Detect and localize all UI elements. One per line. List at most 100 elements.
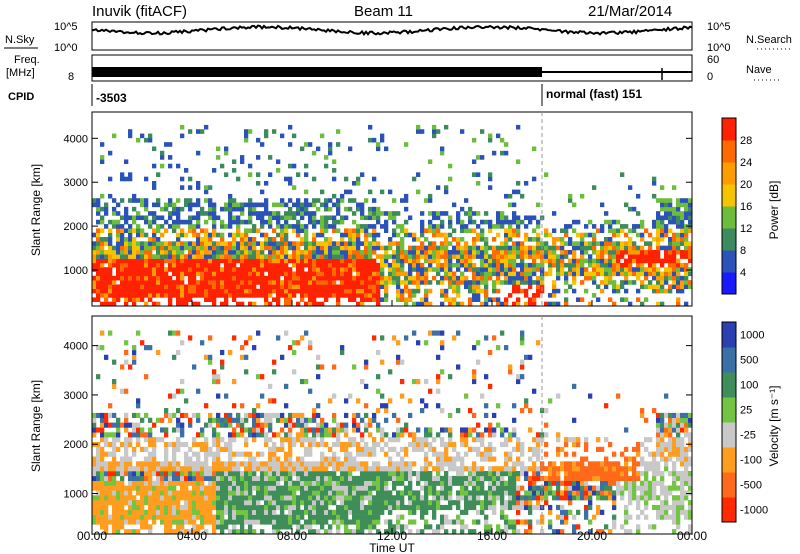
data-cell — [376, 388, 381, 394]
data-cell — [196, 129, 201, 134]
data-cell — [256, 280, 261, 285]
data-cell — [372, 297, 377, 302]
data-cell — [436, 254, 441, 259]
data-cell — [116, 437, 121, 443]
data-cell — [528, 249, 533, 255]
data-cell — [436, 495, 441, 501]
data-cell — [460, 271, 465, 277]
data-cell — [180, 293, 185, 298]
data-cell — [100, 345, 105, 351]
data-cell — [136, 490, 141, 496]
data-cell — [284, 232, 289, 238]
data-cell — [256, 500, 261, 506]
data-cell — [180, 267, 185, 272]
data-cell — [240, 529, 245, 535]
data-cell — [368, 124, 373, 130]
data-cell — [248, 504, 253, 511]
data-cell — [276, 254, 281, 259]
data-cell — [256, 211, 261, 216]
data-cell — [132, 495, 137, 501]
data-cell — [648, 284, 653, 290]
data-cell — [212, 480, 217, 486]
data-cell — [668, 258, 673, 264]
data-cell — [260, 485, 265, 491]
data-cell — [224, 471, 229, 477]
data-cell — [400, 237, 405, 242]
data-cell — [360, 519, 365, 525]
data-cell — [252, 301, 257, 307]
data-cell — [180, 524, 185, 530]
data-cell — [392, 219, 397, 225]
data-cell — [268, 475, 273, 482]
data-cell — [364, 245, 369, 251]
data-cell — [320, 280, 325, 285]
data-cell — [320, 422, 325, 428]
velocity-data-cells — [92, 330, 693, 535]
data-cell — [472, 262, 477, 268]
data-cell — [212, 495, 217, 501]
data-cell — [460, 529, 465, 535]
data-cell — [620, 254, 625, 259]
data-cell — [556, 267, 561, 272]
data-cell — [208, 359, 213, 365]
data-cell — [672, 232, 677, 238]
data-cell — [528, 495, 533, 501]
data-cell — [536, 241, 541, 246]
data-cell — [208, 280, 213, 285]
data-cell — [128, 432, 133, 438]
data-cell — [656, 301, 661, 307]
data-cell — [356, 427, 361, 433]
data-cell — [116, 262, 121, 268]
data-cell — [452, 466, 457, 472]
data-cell — [304, 237, 309, 242]
data-cell — [228, 441, 233, 448]
data-cell — [324, 228, 329, 234]
data-cell — [144, 412, 149, 419]
data-cell — [296, 262, 301, 268]
data-cell — [244, 475, 249, 482]
data-cell — [648, 258, 653, 264]
data-cell — [168, 262, 173, 268]
data-cell — [376, 254, 381, 259]
data-cell — [396, 262, 401, 268]
data-cell — [168, 142, 173, 147]
data-cell — [528, 475, 533, 482]
data-cell — [284, 514, 289, 520]
data-cell — [660, 219, 665, 225]
data-cell — [196, 432, 201, 438]
data-cell — [196, 180, 201, 186]
data-cell — [284, 466, 289, 472]
data-cell — [420, 495, 425, 501]
data-cell — [404, 524, 409, 530]
data-cell — [552, 475, 557, 482]
data-cell — [284, 451, 289, 457]
data-cell — [348, 245, 353, 251]
data-cell — [360, 172, 365, 177]
data-cell — [408, 249, 413, 255]
data-cell — [152, 254, 157, 259]
data-cell — [108, 150, 113, 156]
data-cell — [500, 466, 505, 472]
data-cell — [148, 133, 153, 139]
data-cell — [200, 446, 205, 452]
data-cell — [680, 254, 685, 259]
data-cell — [456, 275, 461, 281]
data-cell — [212, 262, 217, 268]
data-cell — [668, 219, 673, 225]
data-cell — [392, 258, 397, 264]
data-cell — [656, 232, 661, 238]
data-cell — [148, 249, 153, 255]
data-cell — [164, 293, 169, 298]
data-cell — [436, 500, 441, 506]
noise-tick-high-left: 10^5 — [54, 21, 78, 33]
data-cell — [100, 249, 105, 255]
data-cell — [292, 500, 297, 506]
data-cell — [264, 301, 269, 307]
data-cell — [620, 297, 625, 302]
data-cell — [244, 519, 249, 525]
data-cell — [124, 519, 129, 525]
data-cell — [396, 284, 401, 290]
data-cell — [196, 254, 201, 259]
data-cell — [504, 471, 509, 477]
data-cell — [312, 215, 317, 221]
